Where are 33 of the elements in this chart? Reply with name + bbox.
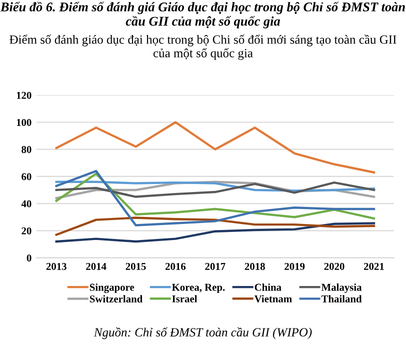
text: Nguồn: Chỉ số ĐMST toàn cầu GII (WIPO) bbox=[94, 327, 312, 340]
line-series bbox=[55, 172, 376, 220]
x-tick-label: 2016 bbox=[166, 262, 186, 270]
x-tick-label: 2021 bbox=[364, 262, 384, 270]
y-tick-label: 20 bbox=[22, 227, 32, 234]
legend-label: Malaysia bbox=[321, 283, 362, 293]
line-series bbox=[55, 121, 376, 174]
legend-label: Israel bbox=[172, 295, 198, 302]
chart-subtitle: Điểm số đánh giáo dục đại học trong bộ Chi số đổi mới sáng tạo toàn cầu GII của một số quốc gia bbox=[10, 34, 396, 60]
line-series bbox=[55, 216, 376, 236]
legend-label: Vietnam bbox=[254, 295, 292, 302]
legend-label: Switzerland bbox=[90, 295, 143, 302]
legend-label: Thailand bbox=[321, 295, 362, 302]
x-tick-label: 2017 bbox=[205, 262, 226, 270]
legend-label: China bbox=[254, 283, 282, 291]
legend-label: Korea, Rep. bbox=[172, 284, 225, 293]
x-tick-label: 2019 bbox=[284, 262, 305, 270]
chart-title: Biểu đồ 6. Điểm số đánh giá Giáo dục đại học trong bộ Chỉ số ĐMST toàn cầu GII của một số quốc gia bbox=[0, 2, 405, 28]
x-tick-label: 2014 bbox=[86, 262, 106, 270]
x-tick-label: 2018 bbox=[244, 262, 265, 270]
x-tick-label: 2015 bbox=[126, 262, 146, 270]
y-tick-label: 100 bbox=[16, 118, 32, 126]
line-series bbox=[55, 180, 376, 192]
y-tick-label: 60 bbox=[22, 173, 32, 180]
x-tick-label: 2013 bbox=[46, 262, 66, 270]
y-tick-label: 80 bbox=[22, 146, 32, 154]
x-tick-label: 2020 bbox=[324, 262, 344, 270]
y-tick-label: 120 bbox=[16, 92, 32, 99]
line-series bbox=[55, 170, 376, 226]
legend-label: Singapore bbox=[90, 283, 134, 293]
y-tick-label: 0 bbox=[26, 254, 32, 262]
line-series bbox=[55, 222, 376, 243]
y-tick-label: 40 bbox=[21, 200, 32, 208]
